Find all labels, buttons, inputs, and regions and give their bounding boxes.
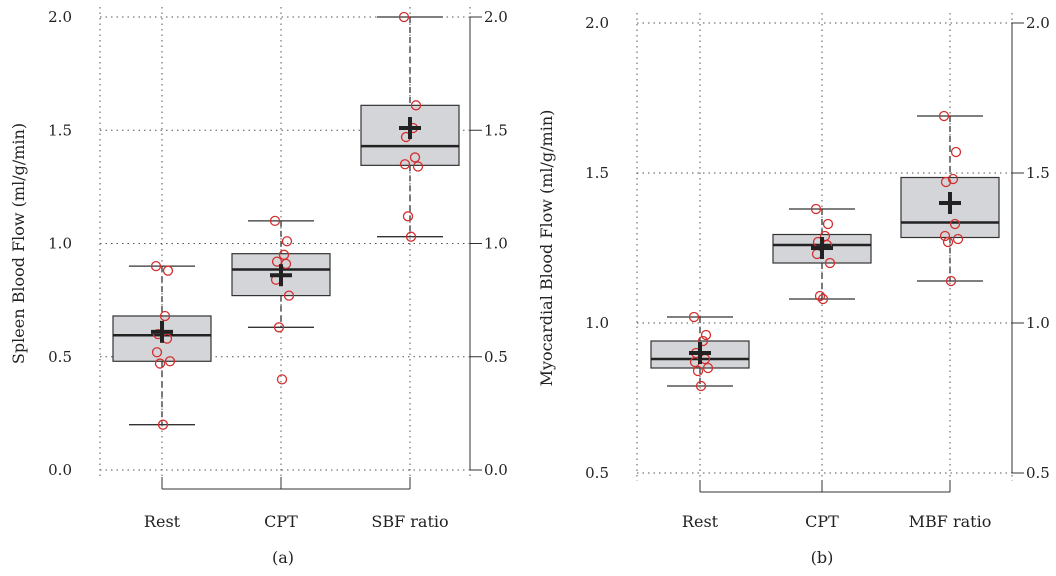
right-tick-label: 1.0 <box>484 235 508 253</box>
data-point <box>150 260 162 272</box>
data-point <box>281 236 293 247</box>
data-point <box>151 347 163 358</box>
data-point <box>280 258 292 270</box>
data-point <box>692 365 704 377</box>
x-tick-label: Rest <box>144 512 181 531</box>
data-point <box>154 358 166 369</box>
data-point <box>405 231 417 242</box>
data-point <box>162 265 174 276</box>
left-tick-label: 0.5 <box>585 464 609 482</box>
left-tick-label: 1.0 <box>585 314 609 332</box>
right-tick-label: 0.5 <box>484 348 508 366</box>
x-tick-label: CPT <box>264 512 298 531</box>
data-point <box>700 329 712 341</box>
data-point <box>157 419 169 430</box>
data-point <box>942 236 954 248</box>
right-tick-label: 1.5 <box>1026 164 1050 182</box>
data-point <box>949 218 961 230</box>
data-point <box>159 310 171 322</box>
data-point <box>409 152 421 163</box>
panel-label: (a) <box>272 548 294 567</box>
data-point <box>952 233 964 245</box>
right-tick-label: 0.5 <box>1026 464 1050 482</box>
data-point <box>947 173 959 185</box>
data-point <box>945 275 957 287</box>
panel-a: 0.0 0.5 1.0 1.5 2.0 0.0 0.5 1.0 1.5 2.0 Spleen Blo… <box>9 7 508 567</box>
right-tick-label: 1.5 <box>484 121 508 139</box>
left-tick-label: 1.5 <box>48 121 72 139</box>
data-point <box>702 362 714 374</box>
data-point <box>399 159 411 170</box>
data-point <box>688 311 700 323</box>
left-tick-label: 2.0 <box>585 14 609 32</box>
x-tick-label: Rest <box>682 512 719 531</box>
data-point <box>938 110 950 122</box>
x-tick-label: CPT <box>805 512 839 531</box>
data-point <box>810 203 822 215</box>
panel-b: 0.5 1.0 1.5 2.0 0.5 1.0 1.5 2.0 Myocardial Blood… <box>537 13 1050 567</box>
data-point <box>276 374 288 385</box>
data-point <box>398 11 410 23</box>
data-point <box>695 380 707 392</box>
data-point <box>283 290 295 301</box>
right-tick-label: 2.0 <box>484 8 508 26</box>
data-point <box>410 100 422 111</box>
data-point <box>273 322 285 333</box>
data-point <box>164 356 176 367</box>
left-tick-label: 1.0 <box>48 235 72 253</box>
data-point <box>950 146 962 158</box>
left-tick-label: 0.0 <box>48 461 72 479</box>
right-tick-label: 2.0 <box>1026 14 1050 32</box>
right-tick-label: 1.0 <box>1026 314 1050 332</box>
data-point <box>940 176 952 188</box>
y-axis-title: Myocardial Blood Flow (ml/g/min) <box>537 110 556 387</box>
left-tick-label: 0.5 <box>48 348 72 366</box>
right-tick-label: 0.0 <box>484 461 508 479</box>
x-tick-label: SBF ratio <box>371 512 448 531</box>
data-point <box>814 290 826 302</box>
data-point <box>269 215 281 227</box>
data-point <box>697 335 709 347</box>
data-point <box>939 230 951 242</box>
left-tick-label: 1.5 <box>585 164 609 182</box>
data-point <box>822 218 834 230</box>
data-point <box>824 257 836 269</box>
data-point <box>402 211 414 222</box>
y-axis-title: Spleen Blood Flow (ml/g/min) <box>9 123 28 364</box>
data-point <box>412 161 424 172</box>
data-point <box>817 293 829 305</box>
x-tick-label: MBF ratio <box>909 512 992 531</box>
left-tick-label: 2.0 <box>48 8 72 26</box>
panel-label: (b) <box>811 548 834 567</box>
